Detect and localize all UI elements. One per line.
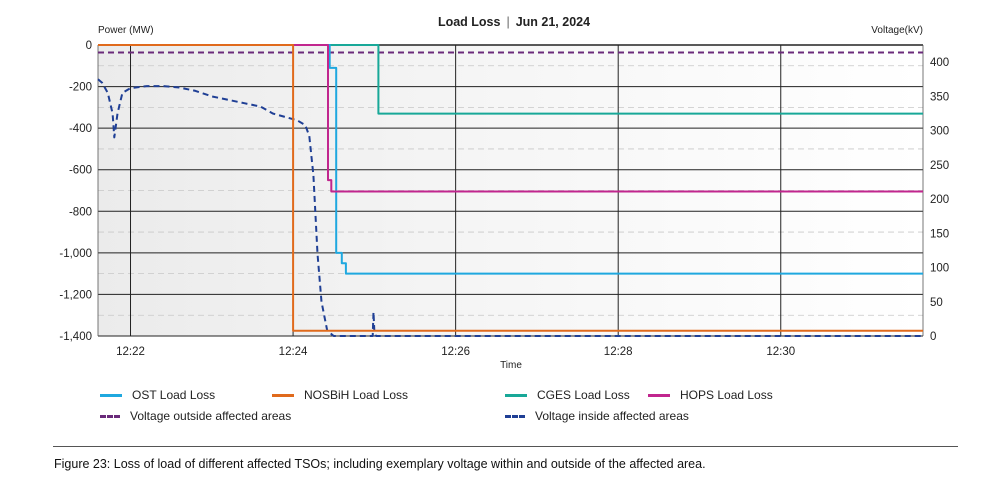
y-left-tick-label: -800 [69,206,92,218]
y-right-tick-label: 0 [930,331,936,343]
legend-item-ost: OST Load Loss [100,388,215,402]
x-tick-label: 12:24 [279,346,308,358]
legend-swatch [100,414,120,418]
y-right-tick-label: 350 [930,91,949,103]
y-right-tick-label: 100 [930,263,949,275]
legend-item-voltage-inside: Voltage inside affected areas [505,409,689,423]
x-tick-label: 12:22 [116,346,145,358]
y-axis-right-label: Voltage(kV) [871,25,923,36]
y-left-tick-label: -1,200 [59,289,92,301]
y-left-tick-label: -400 [69,123,92,135]
legend-item-cges: CGES Load Loss [505,388,630,402]
legend-swatch [648,393,670,397]
x-tick-label: 12:28 [604,346,633,358]
y-left-tick-label: -1,400 [59,331,92,343]
legend-swatch [100,393,122,397]
legend-item-voltage-outside: Voltage outside affected areas [100,409,291,423]
x-tick-label: 12:30 [766,346,795,358]
legend-label: NOSBiH Load Loss [304,388,409,402]
legend-item-hops: HOPS Load Loss [648,388,773,402]
caption-divider [53,446,958,447]
y-right-tick-label: 50 [930,297,943,309]
x-tick-label: 12:26 [441,346,470,358]
legend-label: OST Load Loss [132,388,216,402]
legend-swatch [505,414,525,418]
legend-swatch [272,393,294,397]
load-loss-chart: 0 -200 -400 -600 -800 -1,000 -1,200 -1,400 400 35… [59,15,949,371]
y-right-tick-label: 300 [930,126,949,138]
series-line-ost-load-loss [98,44,923,275]
series-line-voltage-inside-affected-areas [97,78,923,337]
y-left-tick-label: -600 [69,165,92,177]
chart-title: Load Loss | Jun 21, 2024 [438,15,590,29]
tick-labels: 0 -200 -400 -600 -800 -1,000 -1,200 -1,400 400 35… [59,40,949,358]
series-line-nosbih-load-loss [98,44,923,332]
y-axis-left-label: Power (MW) [98,25,154,36]
x-axis-label: Time [500,360,522,371]
y-left-tick-label: 0 [86,40,92,52]
y-left-tick-label: -1,000 [59,248,92,260]
y-left-tick-label: -200 [69,82,92,94]
figure-caption: Figure 23: Loss of load of different aff… [54,457,706,471]
legend-label: Voltage outside affected areas [130,409,292,423]
y-right-tick-label: 150 [930,228,949,240]
y-right-tick-label: 200 [930,194,949,206]
legend-label: CGES Load Loss [537,388,630,402]
legend-swatch [505,393,527,397]
legend-label: Voltage inside affected areas [535,409,689,423]
y-right-tick-label: 250 [930,160,949,172]
legend-label: HOPS Load Loss [680,388,773,402]
series [97,44,923,337]
y-right-tick-label: 400 [930,57,949,69]
legend-item-nosbih: NOSBiH Load Loss [272,388,408,402]
